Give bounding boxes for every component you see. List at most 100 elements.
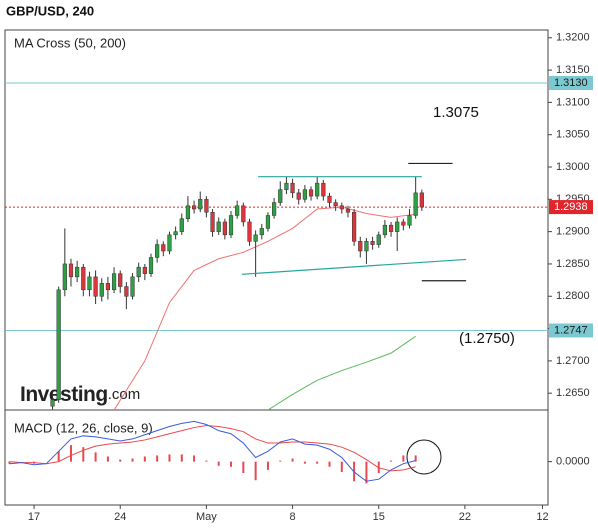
candle-body bbox=[302, 189, 307, 200]
candle-body bbox=[191, 205, 197, 210]
y-tick-label: 1.3200 bbox=[556, 32, 590, 44]
x-tick-label: 17 bbox=[28, 511, 40, 523]
x-tick-label: May bbox=[196, 511, 217, 523]
candle-body bbox=[93, 276, 98, 297]
macd-y-tick-label: 0.0000 bbox=[556, 456, 590, 468]
candle-body bbox=[50, 399, 55, 407]
candle-body bbox=[327, 195, 332, 203]
candle-body bbox=[216, 221, 221, 232]
candle-body bbox=[308, 189, 314, 197]
candle-body bbox=[173, 231, 178, 236]
plot-frame bbox=[4, 29, 549, 506]
candle-body bbox=[56, 289, 61, 400]
moving-average-line bbox=[113, 206, 416, 410]
macd-signal-line bbox=[9, 424, 416, 472]
macd-label: MACD (12, 26, close, 9) bbox=[14, 420, 153, 435]
x-tick-label: 12 bbox=[536, 511, 548, 523]
candle-body bbox=[382, 224, 387, 236]
y-tick-label: 1.2700 bbox=[556, 355, 590, 367]
candle-body bbox=[376, 234, 381, 245]
candle-body bbox=[68, 263, 74, 278]
candle-body bbox=[333, 202, 338, 207]
macd-line bbox=[9, 420, 416, 482]
candle-body bbox=[364, 241, 369, 252]
candle-body bbox=[155, 244, 160, 258]
candle-body bbox=[284, 182, 289, 190]
candle-body bbox=[345, 208, 351, 213]
candle-body bbox=[161, 244, 166, 252]
candle-body bbox=[265, 215, 271, 229]
highlight-circle bbox=[406, 439, 442, 475]
candle-body bbox=[222, 221, 227, 236]
candle-body bbox=[136, 266, 141, 278]
candle-body bbox=[179, 218, 184, 232]
x-tick-label: 24 bbox=[114, 511, 126, 523]
candle-body bbox=[235, 205, 240, 216]
candle-body bbox=[99, 283, 104, 297]
logo: Investing.com bbox=[20, 383, 140, 406]
candle-body bbox=[228, 215, 234, 236]
indicator-label: MA Cross (50, 200) bbox=[14, 35, 126, 50]
candle-body bbox=[401, 221, 406, 226]
candle-body bbox=[81, 266, 86, 291]
y-tick-label: 1.2900 bbox=[556, 226, 590, 238]
candle-body bbox=[259, 228, 264, 236]
candle-body bbox=[296, 192, 301, 200]
candle-body bbox=[167, 234, 172, 252]
candle-body bbox=[315, 182, 320, 197]
candle-body bbox=[339, 205, 344, 210]
candle-body bbox=[419, 192, 424, 208]
moving-average-line bbox=[267, 335, 416, 410]
candle-body bbox=[253, 234, 258, 242]
y-tick-label: 1.3000 bbox=[556, 161, 590, 173]
candle-body bbox=[124, 286, 129, 297]
y-tick-label: 1.3150 bbox=[556, 64, 590, 76]
candle-body bbox=[87, 276, 92, 291]
candle-body bbox=[272, 202, 277, 216]
candle-body bbox=[370, 241, 375, 245]
candle-body bbox=[358, 241, 363, 252]
candle-body bbox=[130, 276, 135, 297]
candle-body bbox=[278, 189, 283, 203]
chart-title: GBP/USD, 240 bbox=[6, 3, 94, 18]
x-tick-label: 22 bbox=[459, 511, 471, 523]
candle-body bbox=[198, 199, 203, 210]
level-label-box bbox=[549, 323, 593, 338]
candle-body bbox=[413, 192, 418, 216]
candle-body bbox=[290, 182, 295, 194]
candle-body bbox=[204, 199, 209, 213]
candle-body bbox=[105, 283, 111, 291]
level-label: 1.3130 bbox=[554, 77, 588, 89]
candle-body bbox=[142, 266, 147, 274]
candle-body bbox=[185, 205, 191, 219]
y-tick-label: 1.3050 bbox=[556, 129, 590, 141]
y-tick-label: 1.2650 bbox=[556, 387, 590, 399]
candle-body bbox=[395, 221, 400, 232]
candle-body bbox=[148, 257, 154, 274]
logo-brand: Investing bbox=[20, 383, 108, 406]
price-panel bbox=[5, 82, 548, 410]
candle-body bbox=[388, 224, 394, 232]
trend-line bbox=[242, 258, 467, 275]
x-tick-label: 8 bbox=[290, 511, 296, 523]
level-label: 1.2938 bbox=[554, 201, 588, 213]
candle-body bbox=[111, 273, 117, 291]
candle-body bbox=[321, 182, 326, 197]
candle-body bbox=[407, 215, 412, 226]
annotation: (1.2750) bbox=[459, 330, 515, 347]
candle-body bbox=[210, 211, 215, 232]
candle-body bbox=[352, 211, 357, 242]
candle-body bbox=[247, 221, 252, 242]
x-tick-label: 15 bbox=[373, 511, 385, 523]
axes: 1.32001.31501.31001.30501.30001.29501.29… bbox=[28, 32, 593, 523]
level-label-box bbox=[549, 200, 593, 215]
y-tick-label: 1.2800 bbox=[556, 290, 590, 302]
candle-body bbox=[118, 273, 123, 287]
annotation: 1.3075 bbox=[433, 104, 479, 121]
candle-body bbox=[241, 205, 246, 223]
level-label: 1.2747 bbox=[554, 324, 588, 336]
y-tick-label: 1.2850 bbox=[556, 258, 590, 270]
candle-body bbox=[62, 263, 67, 291]
